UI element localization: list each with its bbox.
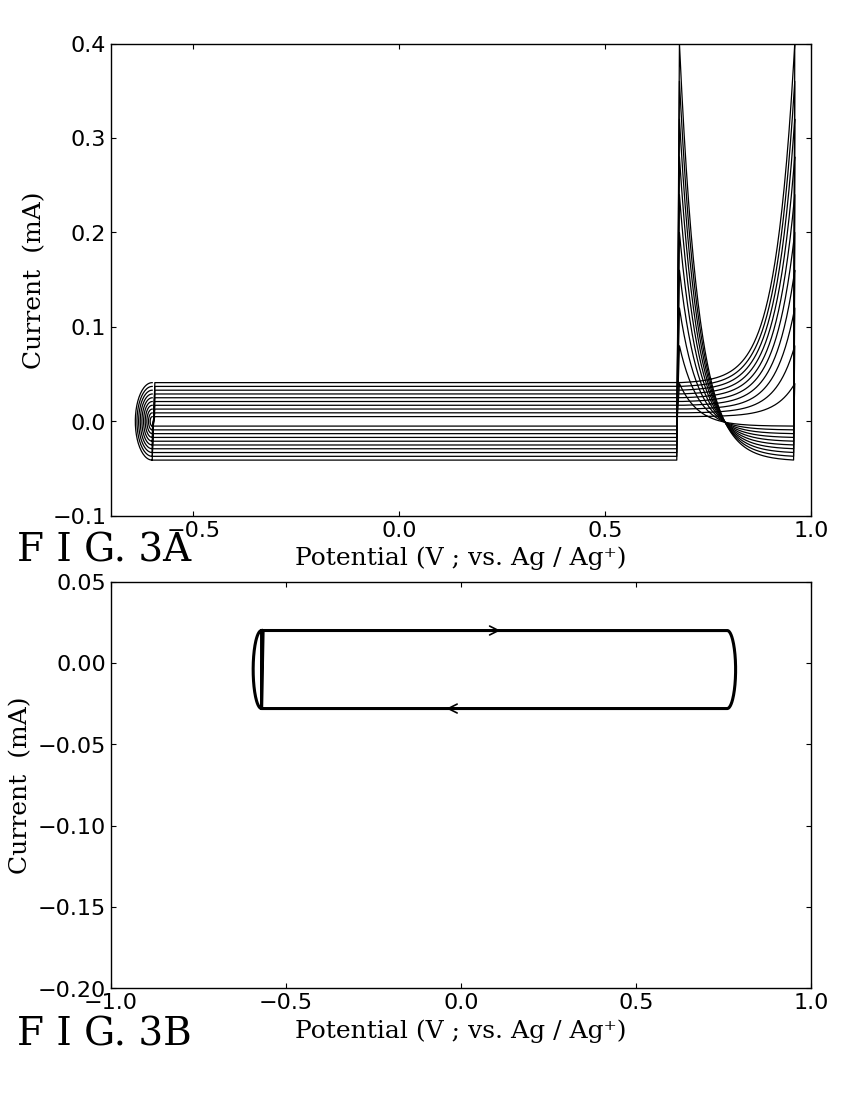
Y-axis label: Current  (mA): Current (mA)	[24, 191, 47, 369]
Text: F I G. 3B: F I G. 3B	[17, 1016, 192, 1053]
X-axis label: Potential (V ; vs. Ag / Ag⁺): Potential (V ; vs. Ag / Ag⁺)	[295, 1019, 626, 1042]
X-axis label: Potential (V ; vs. Ag / Ag⁺): Potential (V ; vs. Ag / Ag⁺)	[295, 547, 626, 570]
Text: F I G. 3A: F I G. 3A	[17, 533, 191, 570]
Y-axis label: Current  (mA): Current (mA)	[9, 696, 32, 874]
